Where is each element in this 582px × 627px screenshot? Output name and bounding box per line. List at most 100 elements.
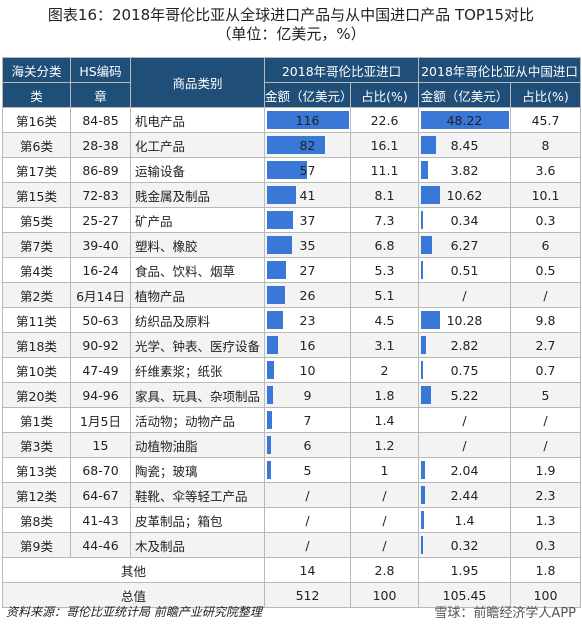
class-cell: 第12类: [2, 482, 71, 508]
china-amount-cell-value: 5.22: [450, 387, 479, 403]
china-amount-cell-bar: [421, 536, 423, 554]
china-amount-cell: 2.04: [418, 457, 511, 483]
global-amount-cell-value: 9: [303, 387, 312, 403]
china-share-cell: 1.9: [510, 457, 581, 483]
china-share-cell: 3.6: [510, 157, 581, 183]
china-amount-cell: 2.44: [418, 482, 511, 508]
table-row: 第15类 72-83 贱金属及制品 41 8.1 10.62 10.1: [2, 182, 581, 208]
global-share-cell: 3.1: [350, 332, 419, 358]
global-share-cell: 5.1: [350, 282, 419, 308]
class-cell: 第13类: [2, 457, 71, 483]
global-amount-cell-value: 116: [295, 112, 320, 128]
table-row: 第11类 50-63 纺织品及原料 23 4.5 10.28 9.8: [2, 307, 581, 333]
global-amount-cell: 82: [264, 132, 351, 158]
table-row: 第13类 68-70 陶瓷；玻璃 5 1 2.04 1.9: [2, 457, 581, 483]
global-share-cell: 7.3: [350, 207, 419, 233]
china-amount-cell: 0.51: [418, 257, 511, 283]
china-amount-cell: 8.45: [418, 132, 511, 158]
china-amount-cell-bar: [421, 511, 424, 529]
global-amount-cell-bar: [267, 436, 271, 454]
china-share-cell: 2.3: [510, 482, 581, 508]
global-amount-cell: /: [264, 532, 351, 558]
hs-cell: 94-96: [70, 382, 131, 408]
class-cell: 第6类: [2, 132, 71, 158]
china-amount-cell-value: 1.4: [454, 512, 475, 528]
china-amount-cell: 6.27: [418, 232, 511, 258]
china-amount-cell-value: 2.44: [450, 487, 479, 503]
total-china-amount: 105.45: [418, 582, 511, 608]
total-china-share: 100: [510, 582, 581, 608]
china-amount-cell-bar: [421, 336, 426, 354]
global-amount-cell-bar: [267, 311, 283, 329]
table-row: 第5类 25-27 矿产品 37 7.3 0.34 0.3: [2, 207, 581, 233]
global-share-cell: /: [350, 507, 419, 533]
hs-cell: 16-24: [70, 257, 131, 283]
hs-cell: 72-83: [70, 182, 131, 208]
global-amount-cell-bar: [267, 136, 325, 154]
global-share-cell: 2: [350, 357, 419, 383]
table-row: 第1类 1月5日 活动物；动物产品 7 1.4 / /: [2, 407, 581, 433]
global-amount-cell-value: 5: [303, 462, 312, 478]
china-amount-cell-value: 0.32: [450, 537, 479, 553]
china-amount-cell-value: 0.75: [450, 362, 479, 378]
product-cell: 活动物；动物产品: [130, 407, 265, 433]
class-cell: 第2类: [2, 282, 71, 308]
global-amount-cell: 57: [264, 157, 351, 183]
global-amount-cell-value: /: [305, 537, 310, 553]
header-hs-bottom: 章: [70, 82, 131, 108]
global-amount-cell: 35: [264, 232, 351, 258]
product-cell: 塑料、橡胶: [130, 232, 265, 258]
table-body: 第16类 84-85 机电产品 116 22.6 48.22 45.7 第6类 28-38 化工产…: [2, 107, 581, 608]
global-amount-cell-value: 41: [299, 187, 316, 203]
product-cell: 纺织品及原料: [130, 307, 265, 333]
global-share-cell: 11.1: [350, 157, 419, 183]
other-global-share: 2.8: [350, 557, 419, 583]
global-amount-cell-bar: [267, 261, 286, 279]
global-amount-cell: 23: [264, 307, 351, 333]
global-amount-cell: 41: [264, 182, 351, 208]
global-amount-cell-value: 7: [303, 412, 312, 428]
class-cell: 第15类: [2, 182, 71, 208]
global-share-cell: 1.2: [350, 432, 419, 458]
hs-cell: 64-67: [70, 482, 131, 508]
china-share-cell: 0.3: [510, 532, 581, 558]
global-amount-cell-bar: [267, 461, 271, 479]
china-share-cell: /: [510, 282, 581, 308]
global-share-cell: 4.5: [350, 307, 419, 333]
china-amount-cell: 3.82: [418, 157, 511, 183]
table-row: 第17类 86-89 运输设备 57 11.1 3.82 3.6: [2, 157, 581, 183]
global-share-cell: /: [350, 532, 419, 558]
china-amount-cell-value: 2.82: [450, 337, 479, 353]
china-amount-cell-value: /: [462, 287, 467, 303]
class-cell: 第8类: [2, 507, 71, 533]
china-amount-cell: 10.28: [418, 307, 511, 333]
global-amount-cell-value: 27: [299, 262, 316, 278]
china-amount-cell-bar: [421, 486, 425, 504]
global-amount-cell-bar: [267, 411, 272, 429]
china-amount-cell-value: 8.45: [450, 137, 479, 153]
china-amount-cell-value: 3.82: [450, 162, 479, 178]
china-amount-cell-bar: [421, 111, 509, 129]
table-row: 第8类 41-43 皮革制品；箱包 / / 1.4 1.3: [2, 507, 581, 533]
class-cell: 第20类: [2, 382, 71, 408]
global-amount-cell: 7: [264, 407, 351, 433]
china-share-cell: /: [510, 432, 581, 458]
product-cell: 皮革制品；箱包: [130, 507, 265, 533]
china-share-cell: 5: [510, 382, 581, 408]
product-cell: 运输设备: [130, 157, 265, 183]
other-global-amount: 14: [264, 557, 351, 583]
product-cell: 机电产品: [130, 107, 265, 133]
other-row: 其他 14 2.8 1.95 1.8: [2, 557, 581, 583]
class-cell: 第7类: [2, 232, 71, 258]
product-cell: 动植物油脂: [130, 432, 265, 458]
global-share-cell: 16.1: [350, 132, 419, 158]
china-amount-cell: /: [418, 432, 511, 458]
hs-cell: 47-49: [70, 357, 131, 383]
china-amount-cell-bar: [421, 136, 436, 154]
china-amount-cell: 0.75: [418, 357, 511, 383]
china-amount-cell-value: /: [462, 412, 467, 428]
global-amount-cell: 116: [264, 107, 351, 133]
global-share-cell: 1.4: [350, 407, 419, 433]
header-china-share: 占比(%): [510, 82, 581, 108]
other-china-share: 1.8: [510, 557, 581, 583]
